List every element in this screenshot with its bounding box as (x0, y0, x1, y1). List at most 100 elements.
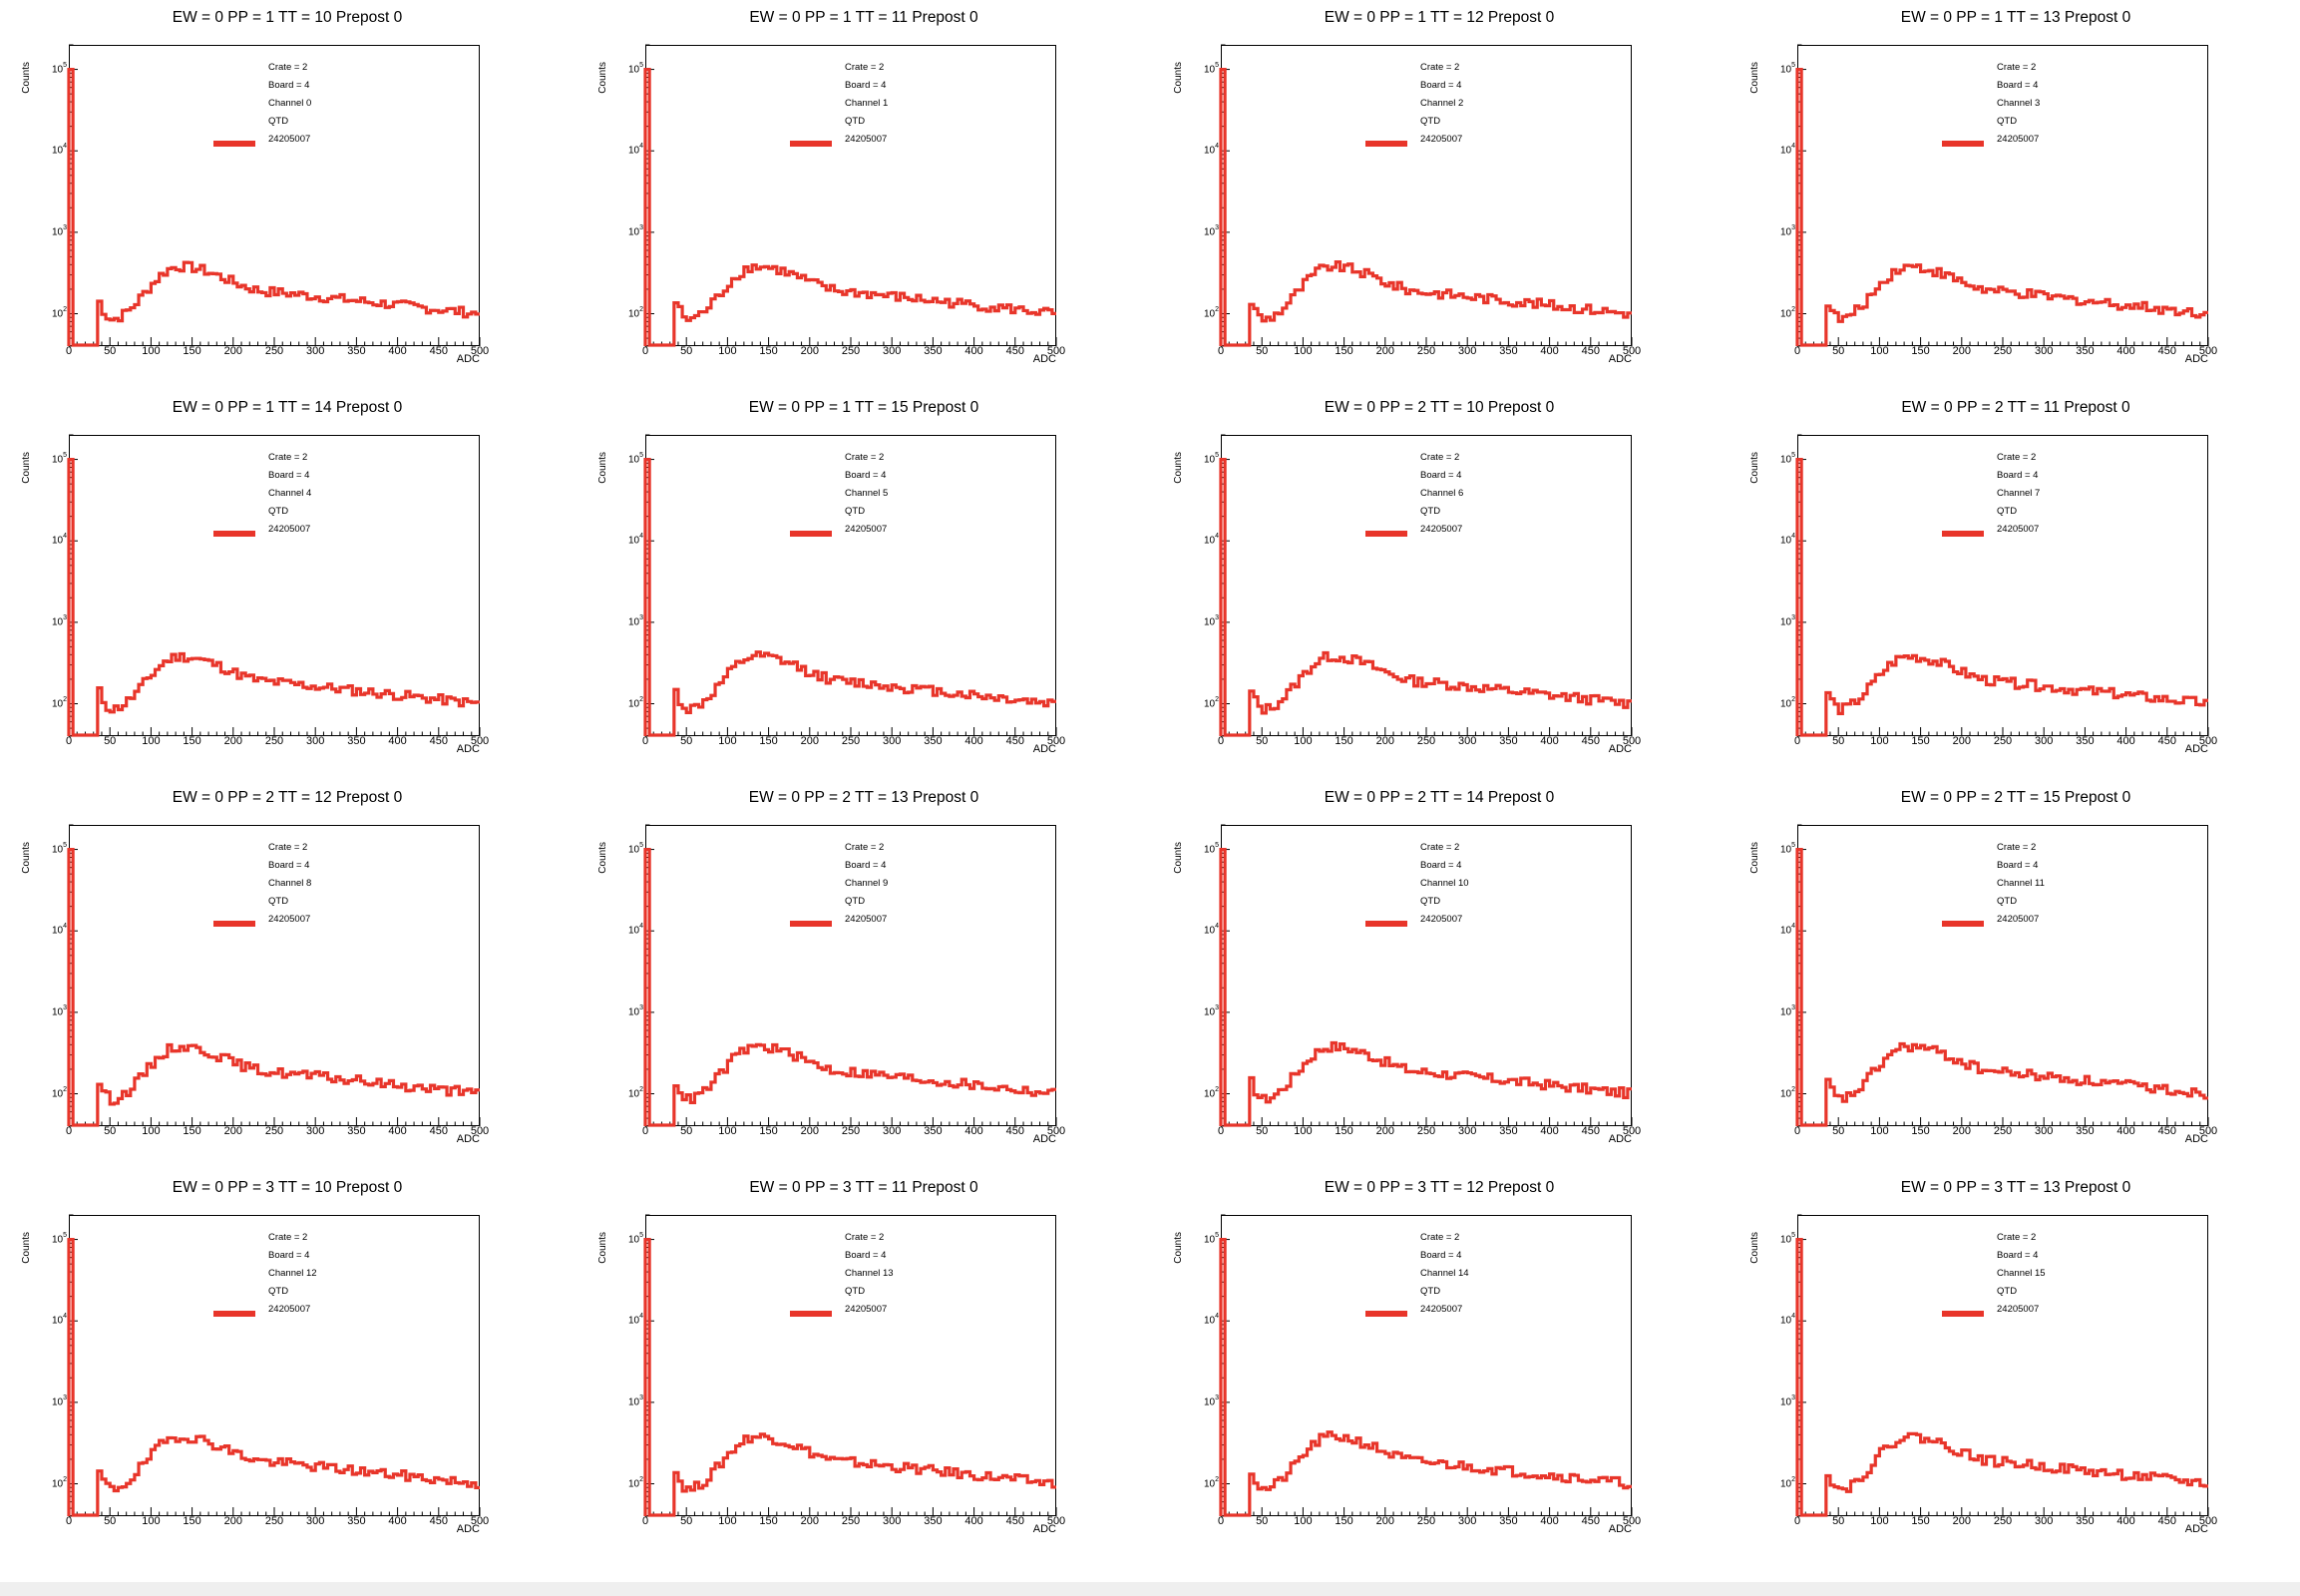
legend-detector: QTD (845, 896, 866, 907)
y-tick-label: 103 (628, 1004, 643, 1017)
plot-area (67, 44, 481, 347)
y-tick-exponent: 3 (63, 613, 68, 621)
x-tick-label: 200 (1952, 735, 1971, 747)
chart-panel: EW = 0 PP = 2 TT = 14 Prepost 0 Counts 102… (1152, 780, 1726, 1169)
legend-detector: QTD (1997, 506, 2018, 517)
y-tick-exponent: 5 (639, 61, 644, 69)
y-axis-label-text: Counts (1173, 452, 1184, 484)
x-tick-label: 450 (1581, 1515, 1600, 1527)
y-tick-label: 102 (52, 305, 68, 319)
x-tick-label: 450 (429, 345, 448, 357)
y-tick-exponent: 2 (1215, 1475, 1220, 1483)
y-tick-base: 10 (1780, 1477, 1792, 1489)
x-tick-label: 400 (1540, 345, 1559, 357)
x-axis-label: ADC (1608, 1523, 1632, 1535)
chart-panel: EW = 0 PP = 1 TT = 12 Prepost 0 Counts 102… (1152, 0, 1726, 389)
y-tick-label: 103 (1780, 224, 1795, 237)
x-tick-label: 500 (2198, 1515, 2218, 1527)
histogram-series-24205007 (1795, 847, 2208, 1127)
x-tick-label: 50 (1256, 1125, 1269, 1137)
y-tick-exponent: 3 (1215, 223, 1220, 231)
legend-series-label: 24205007 (1997, 1304, 2040, 1315)
legend-series-label: 24205007 (1420, 914, 1463, 925)
x-tick-label: 100 (718, 345, 737, 357)
legend-detector: QTD (268, 1286, 289, 1297)
y-tick-exponent: 5 (63, 841, 68, 849)
y-tick-label: 104 (1780, 533, 1795, 546)
y-tick-exponent: 3 (1215, 613, 1220, 621)
x-tick-label: 400 (964, 345, 983, 357)
y-tick-base: 10 (628, 616, 640, 628)
x-axis-label: ADC (2184, 1133, 2208, 1145)
legend-detector: QTD (1997, 1286, 2018, 1297)
x-tick-label: 150 (759, 1125, 778, 1137)
plot-area (67, 1214, 481, 1517)
y-tick-base: 10 (1780, 843, 1792, 855)
y-tick-exponent: 2 (63, 305, 68, 313)
x-tick-label: 250 (841, 1515, 861, 1527)
x-tick-label: 450 (1581, 1125, 1600, 1137)
legend-series-line (1365, 141, 1407, 147)
plot-area (1795, 434, 2209, 737)
y-tick-base: 10 (1780, 453, 1792, 465)
chart-panel: EW = 0 PP = 1 TT = 13 Prepost 0 Counts 102… (1728, 0, 2300, 389)
legend-detector: QTD (1420, 506, 1441, 517)
x-tick-label: 50 (680, 735, 693, 747)
x-tick-label: 100 (142, 1515, 161, 1527)
x-tick-label: 100 (1294, 345, 1313, 357)
x-tick-label: 400 (388, 1515, 407, 1527)
x-tick-label: 200 (223, 735, 242, 747)
x-tick-label: 150 (1911, 345, 1930, 357)
x-tick-label: 150 (1335, 735, 1353, 747)
chart-panel: EW = 0 PP = 3 TT = 13 Prepost 0 Counts 102… (1728, 1170, 2300, 1559)
y-tick-exponent: 2 (1791, 1475, 1796, 1483)
x-tick-label: 300 (306, 345, 325, 357)
x-tick-label: 450 (1581, 345, 1600, 357)
x-tick-label: 300 (306, 1125, 325, 1137)
x-tick-label: 300 (1458, 735, 1477, 747)
y-axis-label-text: Counts (1749, 452, 1760, 484)
y-tick-exponent: 4 (639, 1313, 644, 1321)
histogram-series-24205007 (1219, 457, 1632, 737)
legend-channel: Channel 11 (1997, 878, 2045, 889)
x-tick-label: 150 (1911, 1515, 1930, 1527)
x-tick-label: 100 (1294, 1125, 1313, 1137)
legend-crate: Crate = 2 (845, 452, 885, 463)
plot-area (1219, 44, 1633, 347)
plot-area (1795, 1214, 2209, 1517)
chart-title: EW = 0 PP = 2 TT = 10 Prepost 0 (1324, 399, 1555, 416)
x-tick-label: 450 (1005, 1515, 1024, 1527)
legend-series-line (1365, 1311, 1407, 1317)
y-tick-exponent: 4 (63, 533, 68, 541)
y-tick-exponent: 2 (1791, 1085, 1796, 1093)
y-tick-base: 10 (1204, 307, 1216, 319)
legend-detector: QTD (1420, 1286, 1441, 1297)
plot-area (643, 1214, 1057, 1517)
legend-crate: Crate = 2 (268, 1232, 308, 1243)
x-tick-label: 350 (1499, 735, 1518, 747)
legend-series-line (1942, 921, 1984, 927)
y-tick-label: 103 (52, 223, 68, 237)
legend-board: Board = 4 (1997, 470, 2039, 481)
y-tick-exponent: 3 (63, 223, 68, 231)
y-tick-exponent: 5 (639, 451, 644, 459)
y-tick-label: 105 (1204, 62, 1219, 75)
x-tick-label: 500 (1046, 345, 1066, 357)
chart-title: EW = 0 PP = 3 TT = 11 Prepost 0 (749, 1179, 978, 1196)
x-tick-label: 50 (1832, 345, 1845, 357)
x-tick-label: 150 (183, 345, 201, 357)
y-tick-base: 10 (628, 63, 640, 75)
y-tick-label: 105 (628, 1232, 643, 1245)
legend-board: Board = 4 (1420, 470, 1462, 481)
legend-series-label: 24205007 (1420, 1304, 1463, 1315)
y-tick-exponent: 5 (1791, 61, 1796, 69)
x-tick-label: 0 (641, 1125, 649, 1137)
x-tick-label: 250 (264, 735, 284, 747)
histogram-series-24205007 (67, 457, 480, 737)
y-axis-label-text: Counts (597, 62, 608, 94)
x-tick-label: 350 (924, 1515, 943, 1527)
y-tick-label: 104 (52, 143, 67, 156)
x-tick-label: 200 (223, 1515, 242, 1527)
legend-detector: QTD (1997, 896, 2018, 907)
y-tick-exponent: 4 (1215, 923, 1220, 931)
